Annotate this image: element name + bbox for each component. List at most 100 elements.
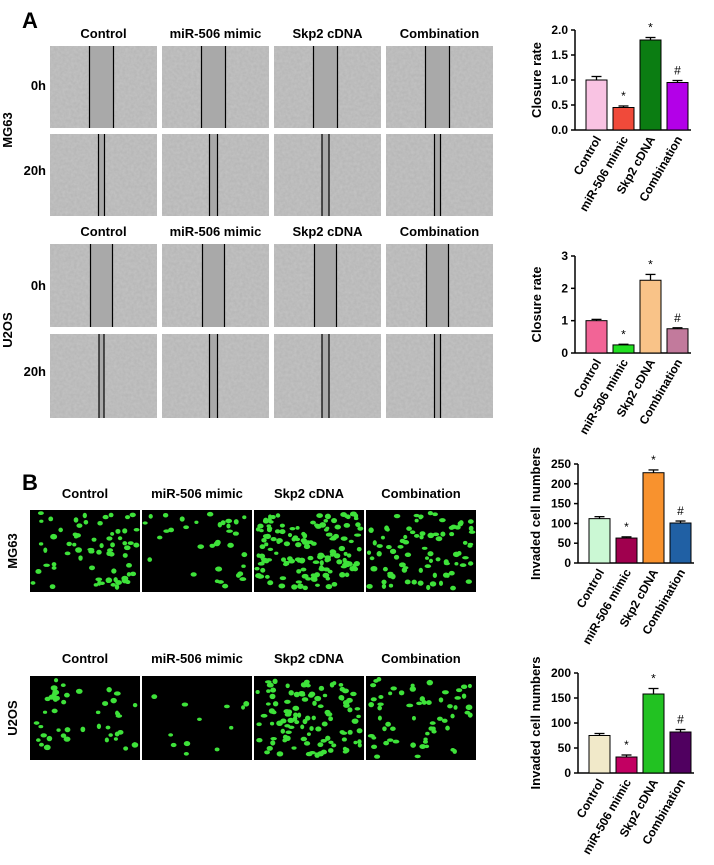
cell [95, 577, 103, 582]
cell [347, 707, 353, 713]
cell [241, 552, 248, 558]
cell [314, 695, 322, 702]
cell [114, 731, 120, 737]
cell [377, 705, 382, 711]
cell [457, 551, 462, 556]
column-header: Skp2 cDNA [274, 651, 345, 666]
cell [126, 572, 132, 577]
cell [399, 562, 406, 568]
cell [447, 704, 453, 709]
significance-mark: * [624, 738, 629, 752]
wound-gap [99, 334, 104, 418]
cell [197, 717, 202, 721]
cell [347, 729, 353, 735]
bar [612, 107, 635, 131]
cell [325, 526, 330, 530]
cell [399, 538, 406, 544]
cell [50, 685, 58, 691]
bar [585, 320, 608, 354]
panel-label: A [22, 8, 38, 33]
cell [132, 742, 137, 748]
cell [108, 512, 114, 518]
cell [390, 686, 397, 691]
cell [254, 566, 260, 571]
cell [462, 540, 468, 545]
cell [115, 580, 122, 585]
cell [357, 739, 362, 745]
cell [353, 561, 360, 567]
cell [39, 519, 44, 523]
cell [386, 738, 394, 742]
cell [320, 738, 327, 743]
cell [406, 703, 414, 708]
cell [401, 567, 408, 573]
cell [105, 725, 111, 730]
cell [58, 527, 64, 533]
significance-mark: # [674, 311, 681, 325]
cell [241, 705, 246, 710]
cell [288, 558, 295, 564]
cell [353, 740, 358, 745]
cell [413, 513, 420, 518]
wound-gap [322, 334, 329, 418]
cell [340, 565, 348, 569]
cell [388, 691, 393, 696]
cell [317, 704, 324, 709]
significance-mark: * [648, 257, 653, 271]
cell [260, 713, 268, 718]
cell [322, 572, 330, 578]
cell [325, 735, 331, 741]
cell [117, 536, 123, 541]
column-header: Control [62, 486, 108, 501]
cell [467, 544, 473, 548]
cell [297, 712, 302, 718]
cell [239, 577, 247, 582]
cell [270, 740, 276, 746]
y-tick-label: 250 [551, 457, 571, 471]
cell [76, 523, 83, 528]
cell [380, 535, 385, 540]
cell [350, 691, 357, 697]
cell [428, 558, 434, 563]
column-header: miR-506 mimic [170, 26, 262, 41]
cell [371, 744, 378, 749]
cell [272, 701, 279, 707]
bar [615, 537, 638, 564]
bar [642, 472, 665, 564]
cell [232, 531, 239, 536]
cell [393, 554, 400, 560]
cell [450, 524, 458, 529]
cell [385, 721, 391, 727]
cell [266, 682, 274, 688]
column-header: Control [80, 26, 126, 41]
cell [345, 514, 351, 520]
cell [450, 585, 456, 591]
cell [435, 536, 443, 542]
cell [424, 556, 430, 560]
cell [295, 542, 302, 548]
y-tick-label: 1 [561, 314, 568, 328]
cell [462, 556, 469, 560]
cell [404, 579, 411, 585]
cell [338, 545, 346, 552]
cell [235, 573, 241, 578]
cell [151, 694, 158, 700]
cell [457, 521, 464, 527]
cell [354, 533, 362, 537]
wound-gap [434, 134, 441, 216]
cell [124, 515, 131, 520]
cell [292, 705, 300, 711]
cell [331, 517, 338, 524]
cell [229, 725, 234, 730]
cell [110, 532, 115, 536]
cell [276, 720, 283, 726]
cell [392, 739, 400, 744]
cell [351, 718, 359, 724]
cell [110, 697, 117, 704]
cell [266, 524, 272, 528]
cell [355, 522, 361, 528]
cell [368, 527, 374, 533]
cell [294, 720, 300, 725]
bar [639, 39, 662, 131]
cell [329, 549, 336, 555]
